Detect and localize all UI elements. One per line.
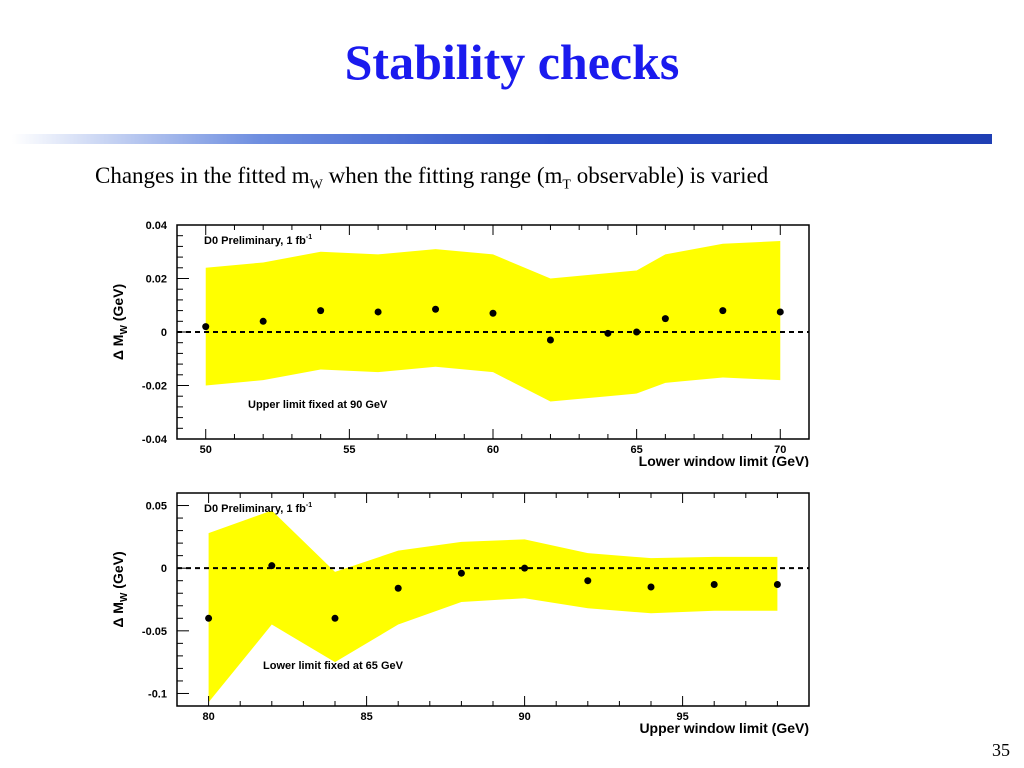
y-tick-label: 0 [161,563,167,575]
y-axis-label: Δ MW (GeV) [110,551,130,627]
x-tick-label: 65 [631,444,643,456]
y-axis-label: Δ MW (GeV) [110,284,130,360]
y-tick-label: -0.1 [148,688,167,700]
x-tick-label: 95 [676,711,688,723]
chart-upper-window-scan: 80 85 90 95 -0.1 -0.05 0 0.05 D0 Preliminary, 1 … [110,492,810,736]
y-axis-label-main: Δ M [110,602,126,628]
x-tick-label: 55 [343,444,355,456]
y-tick-label: 0.02 [146,274,167,286]
y-axis-label-sub: W [119,592,130,602]
y-tick-label: 0 [161,327,167,339]
data-point [259,317,267,325]
data-point [331,614,339,622]
data-point [268,562,276,570]
x-tick-label: 85 [360,711,372,723]
x-tick-label: 80 [202,711,214,723]
data-point [374,308,382,316]
x-axis-label: Upper window limit (GeV) [639,720,809,736]
data-point [776,308,784,316]
data-point [584,577,592,585]
data-point [317,307,325,315]
page-number: 35 [992,740,1010,760]
data-point [633,328,641,336]
chart-lower-window-scan: 50 55 60 65 70 -0.04 -0.02 0 0.02 0.04 D0 Prelimin… [110,220,810,467]
y-axis-label-unit: (GeV) [110,284,126,325]
x-axis-label: Lower window limit (GeV) [639,453,809,467]
x-tick-label: 60 [487,444,499,456]
data-point [457,569,465,577]
chart-label: D0 Preliminary, 1 fb-1 [204,502,312,515]
uncertainty-band [205,241,781,402]
data-point [205,614,213,622]
subtitle-subscript-t: T [562,177,571,193]
data-point [773,580,781,588]
subtitle-subscript-w: W [309,177,323,193]
data-point [521,564,529,572]
data-point [719,307,727,315]
y-axis-label-sub: W [119,325,130,335]
data-point [661,315,669,323]
y-tick-label: -0.02 [142,381,167,393]
subtitle-text-3: observable) is varied [570,163,769,188]
data-point [394,584,402,592]
data-point [546,336,554,344]
data-point [432,305,440,313]
chart-label-text: D0 Preliminary, 1 fb [204,503,306,515]
x-tick-label: 90 [518,711,530,723]
y-tick-label: 0.05 [146,501,167,513]
subtitle-text-2: when the fitting range (m [322,163,563,188]
chart-label-text: D0 Preliminary, 1 fb [204,235,306,247]
fit-range-note: Upper limit fixed at 90 GeV [248,399,388,411]
y-axis-label-unit: (GeV) [110,551,126,592]
chart-label: D0 Preliminary, 1 fb-1 [204,234,312,247]
data-point [489,309,497,317]
y-tick-label: -0.04 [142,434,168,446]
uncertainty-band [208,510,778,703]
y-axis-label-main: Δ M [110,335,126,361]
data-point [604,329,612,337]
subtitle-text-1: Changes in the fitted m [95,163,310,188]
title-underline-bar [12,134,992,144]
slide-title: Stability checks [344,34,680,90]
x-tick-label: 70 [774,444,786,456]
chart-label-superscript: -1 [306,234,312,241]
y-tick-label: -0.05 [142,626,167,638]
y-tick-label: 0.04 [146,220,168,232]
data-point [647,583,655,591]
data-point [202,323,210,331]
data-point [710,580,718,588]
fit-range-note: Lower limit fixed at 65 GeV [263,660,404,672]
x-tick-label: 50 [200,444,212,456]
slide-subtitle: Changes in the fitted mW when the fittin… [95,163,768,194]
chart-label-superscript: -1 [306,502,312,509]
